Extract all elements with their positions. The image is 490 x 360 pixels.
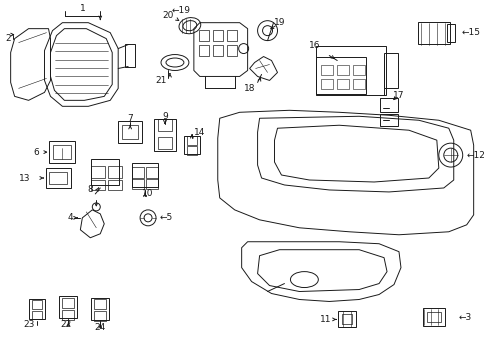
Text: 11: 11 [319,315,331,324]
Bar [146,179,158,189]
Bar [91,180,105,190]
Bar [91,298,109,320]
Text: 13: 13 [19,174,30,183]
Bar [213,45,223,56]
Bar [199,30,209,41]
Text: 2: 2 [6,34,11,43]
Bar [317,46,386,95]
Bar [31,311,42,319]
Text: 14: 14 [194,128,205,137]
Text: ←12: ←12 [466,150,486,159]
Text: 6: 6 [34,148,39,157]
Bar [62,298,74,309]
Bar [62,310,74,320]
Bar [427,312,441,323]
Bar [321,66,333,76]
Bar [132,167,144,177]
Bar [53,145,72,159]
Text: 21: 21 [155,76,167,85]
Text: 23: 23 [23,320,34,329]
Bar [154,119,176,151]
Text: ←5: ←5 [160,213,173,222]
Bar [353,66,365,76]
Bar [94,300,106,310]
Bar [132,163,158,187]
Bar [118,121,142,143]
Text: 1: 1 [79,4,85,13]
Bar [423,309,445,327]
Bar [158,137,172,149]
Text: 22: 22 [61,320,72,329]
Text: ←15: ←15 [462,28,481,37]
Bar [28,300,45,319]
Bar [227,45,237,56]
Bar [199,45,209,56]
Bar [380,114,398,126]
Bar [158,119,172,131]
Text: 24: 24 [95,323,106,332]
Bar [418,22,450,44]
Bar [342,314,352,324]
Bar [108,180,122,190]
Text: 20: 20 [162,11,173,20]
Bar [317,57,366,94]
Bar [337,80,349,89]
Text: 7: 7 [127,114,133,123]
Text: 4: 4 [68,213,73,222]
Bar [337,66,349,76]
Bar [338,311,356,327]
Text: 17: 17 [393,91,405,100]
Bar [353,80,365,89]
Bar [184,136,200,154]
Bar [187,136,197,145]
Text: 18: 18 [244,84,255,93]
Text: 9: 9 [162,112,168,121]
Bar [108,166,122,178]
Text: ←3: ←3 [459,313,472,322]
Bar [380,98,398,112]
Bar [227,30,237,41]
Text: 10: 10 [142,189,154,198]
Bar [122,125,138,139]
Text: 19: 19 [274,18,285,27]
Text: ←19: ←19 [172,6,191,15]
Bar [91,166,105,178]
Bar [213,30,223,41]
Text: 16: 16 [309,41,320,50]
Bar [31,300,42,309]
Bar [384,53,398,88]
Bar [132,179,144,189]
Bar [125,44,135,67]
Bar [91,159,119,185]
Bar [46,168,72,188]
Bar [59,297,77,318]
Bar [49,141,75,163]
Bar [94,311,106,321]
Bar [146,167,158,177]
Text: 8: 8 [87,185,93,194]
Bar [49,172,68,184]
Bar [187,146,197,154]
Bar [321,80,333,89]
Bar [447,24,455,42]
